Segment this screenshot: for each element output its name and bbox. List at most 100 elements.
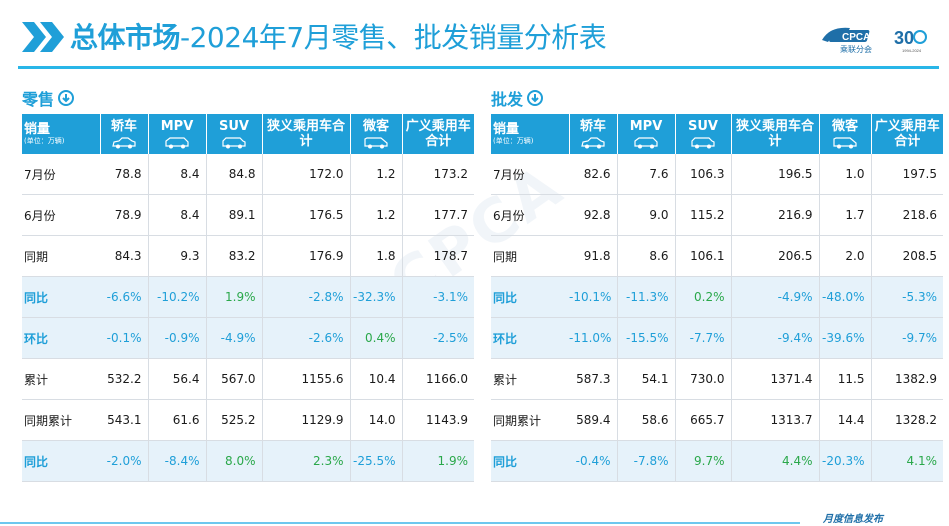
cell: 2.3% <box>262 440 351 482</box>
wholesale-col-mpv-label: MPV <box>629 119 663 134</box>
cell: 58.6 <box>617 399 676 441</box>
cell: -3.1% <box>402 276 474 318</box>
cell: 89.1 <box>206 194 263 236</box>
cell: 1.2 <box>350 154 403 195</box>
row-label: 累计 <box>491 358 569 400</box>
minivan-icon <box>833 137 857 149</box>
cell: 14.4 <box>819 399 872 441</box>
table-row: 6月份 92.8 9.0 115.2 216.9 1.7 218.6 <box>491 194 943 236</box>
cell: -7.8% <box>617 440 676 482</box>
table-row: 同期累计 589.4 58.6 665.7 1313.7 14.4 1328.2 <box>491 399 943 441</box>
cell: 1313.7 <box>731 399 820 441</box>
cell: 9.3 <box>148 235 207 277</box>
table-row: 同比 -10.1% -11.3% 0.2% -4.9% -48.0% -5.3% <box>491 276 943 318</box>
cell: -39.6% <box>819 317 872 359</box>
cell: 2.0 <box>819 235 872 277</box>
wholesale-col-suv: SUV <box>675 114 732 154</box>
retail-col-broad-total-label: 广义乘用车合计 <box>405 119 471 149</box>
cell: 91.8 <box>569 235 618 277</box>
cell: 7.6 <box>617 154 676 195</box>
row-label: 同期累计 <box>22 399 100 441</box>
minivan-icon <box>364 137 388 149</box>
cell: 197.5 <box>871 154 943 195</box>
row-label: 同期 <box>22 235 100 277</box>
cell: 9.7% <box>675 440 732 482</box>
cell: -20.3% <box>819 440 872 482</box>
cell: -4.9% <box>731 276 820 318</box>
page-title-rest: -2024年7月零售、批发销量分析表 <box>180 21 607 54</box>
wholesale-header-row: 销量 (单位：万辆) 轿车 MPV SUV 狭义乘用车合计 微客 广义乘用车合计 <box>491 114 943 154</box>
cell: 8.6 <box>617 235 676 277</box>
retail-col-broad-total: 广义乘用车合计 <box>402 114 474 154</box>
table-row: 7月份 78.8 8.4 84.8 172.0 1.2 173.2 <box>22 154 474 195</box>
cell: 218.6 <box>871 194 943 236</box>
retail-col-suv: SUV <box>206 114 263 154</box>
row-label: 6月份 <box>491 194 569 236</box>
cell: 208.5 <box>871 235 943 277</box>
cell: 1371.4 <box>731 358 820 400</box>
cell: -2.8% <box>262 276 351 318</box>
cell: 11.5 <box>819 358 872 400</box>
cell: -6.6% <box>100 276 149 318</box>
cell: 4.4% <box>731 440 820 482</box>
row-label: 同期累计 <box>491 399 569 441</box>
table-row: 同比 -6.6% -10.2% 1.9% -2.8% -32.3% -3.1% <box>22 276 474 318</box>
cell: 54.1 <box>617 358 676 400</box>
cell: 9.0 <box>617 194 676 236</box>
wholesale-unit: (单位：万辆) <box>493 137 534 145</box>
wholesale-title: 批发 <box>491 86 943 110</box>
table-row: 7月份 82.6 7.6 106.3 196.5 1.0 197.5 <box>491 154 943 195</box>
cell: -10.1% <box>569 276 618 318</box>
retail-col-sedan: 轿车 <box>100 114 149 154</box>
table-row: 同比 -0.4% -7.8% 9.7% 4.4% -20.3% 4.1% <box>491 440 943 482</box>
header-divider <box>18 66 939 69</box>
cell: 92.8 <box>569 194 618 236</box>
cell: 543.1 <box>100 399 149 441</box>
table-row: 同期累计 543.1 61.6 525.2 1129.9 14.0 1143.9 <box>22 399 474 441</box>
retail-col-mpv-label: MPV <box>160 119 194 134</box>
cell: 78.9 <box>100 194 149 236</box>
cell: 567.0 <box>206 358 263 400</box>
cell: 1.2 <box>350 194 403 236</box>
cell: 84.8 <box>206 154 263 195</box>
cell: -32.3% <box>350 276 403 318</box>
cell: 587.3 <box>569 358 618 400</box>
cell: 1.0 <box>819 154 872 195</box>
cell: 665.7 <box>675 399 732 441</box>
retail-panel: 零售 销量 (单位：万辆) 轿车 MPV SUV 狭义乘用车合计 微客 广义乘用车… <box>22 86 474 482</box>
cell: 8.0% <box>206 440 263 482</box>
cell: 14.0 <box>350 399 403 441</box>
suv-icon <box>222 137 246 149</box>
retail-col-narrow-total: 狭义乘用车合计 <box>262 114 351 154</box>
cell: 1155.6 <box>262 358 351 400</box>
cpca-logo-icon: CPCA 乘联分会 30 1994-2024 <box>822 27 927 54</box>
cell: 78.8 <box>100 154 149 195</box>
cell: 106.1 <box>675 235 732 277</box>
cell: 82.6 <box>569 154 618 195</box>
cell: -10.2% <box>148 276 207 318</box>
cell: 0.2% <box>675 276 732 318</box>
row-label: 7月份 <box>22 154 100 195</box>
table-row: 累计 587.3 54.1 730.0 1371.4 11.5 1382.9 <box>491 358 943 400</box>
cell: 1382.9 <box>871 358 943 400</box>
cell: 178.7 <box>402 235 474 277</box>
table-row: 环比 -11.0% -15.5% -7.7% -9.4% -39.6% -9.7% <box>491 317 943 359</box>
cell: 106.3 <box>675 154 732 195</box>
retail-col-minivan: 微客 <box>350 114 403 154</box>
cell: -2.6% <box>262 317 351 359</box>
cell: 730.0 <box>675 358 732 400</box>
cell: 1129.9 <box>262 399 351 441</box>
cell: 216.9 <box>731 194 820 236</box>
retail-col-suv-label: SUV <box>219 119 249 134</box>
retail-col-first: 销量 (单位：万辆) <box>22 114 101 154</box>
row-label: 环比 <box>22 317 100 359</box>
retail-title: 零售 <box>22 86 474 110</box>
wholesale-col-minivan-label: 微客 <box>831 119 858 134</box>
cell: 1143.9 <box>402 399 474 441</box>
sedan-icon <box>112 137 136 149</box>
table-row: 环比 -0.1% -0.9% -4.9% -2.6% 0.4% -2.5% <box>22 317 474 359</box>
cell: 525.2 <box>206 399 263 441</box>
cell: 206.5 <box>731 235 820 277</box>
wholesale-col-first: 销量 (单位：万辆) <box>491 114 570 154</box>
cell: 1.9% <box>402 440 474 482</box>
